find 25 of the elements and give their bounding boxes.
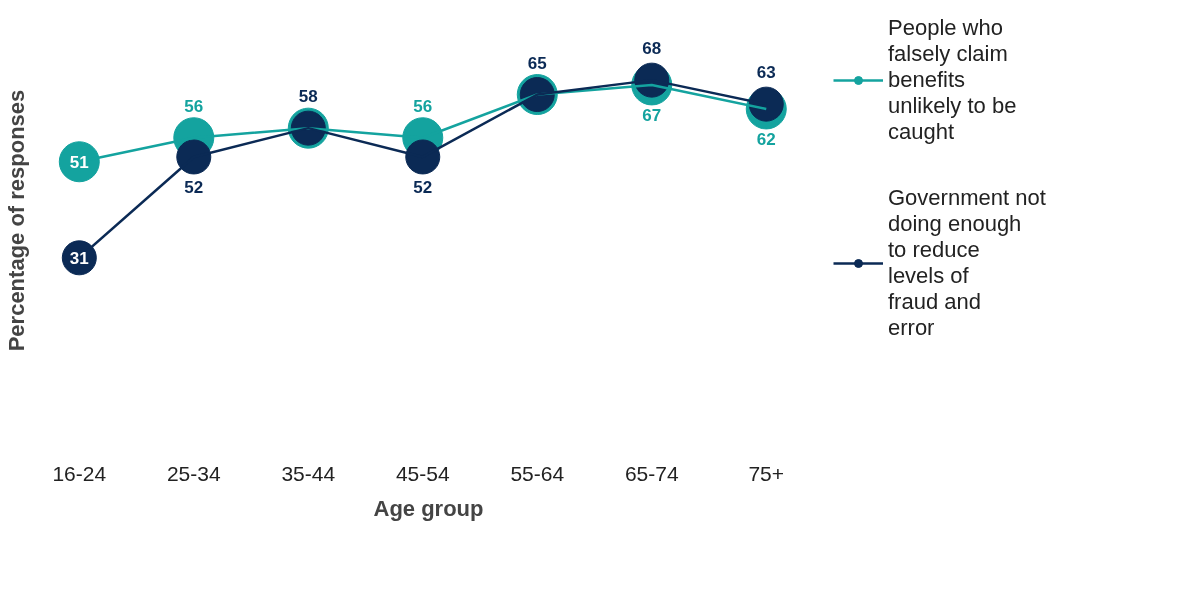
legend-label: People who falsely claim benefits unlikely to be caught [888, 15, 1017, 145]
data-label: 65 [527, 53, 547, 73]
x-tick-label: 25-34 [166, 461, 221, 485]
data-label: 68 [642, 39, 662, 59]
data-label: 51 [69, 152, 89, 172]
data-label: 67 [642, 105, 662, 125]
data-label: 56 [413, 96, 433, 116]
x-tick-label: 55-64 [510, 461, 565, 485]
x-tick-label: 75+ [748, 461, 785, 485]
x-axis-title: Age group [373, 495, 484, 521]
y-axis-title: Percentage of responses [3, 89, 29, 352]
x-tick-label: 45-54 [395, 461, 450, 485]
data-label: 58 [298, 87, 318, 107]
legend-label: Government not doing enough to reduce levels of fraud and error [888, 185, 1046, 341]
data-label: 62 [756, 129, 776, 149]
data-label: 31 [69, 248, 89, 268]
data-label: 52 [413, 177, 433, 197]
point [176, 139, 212, 175]
point [405, 139, 441, 175]
data-label: 56 [184, 96, 204, 116]
x-tick-label: 16-24 [52, 461, 107, 485]
x-tick-label: 35-44 [281, 461, 336, 485]
x-tick-label: 65-74 [624, 461, 679, 485]
data-label: 63 [756, 63, 776, 83]
data-label: 52 [184, 177, 204, 197]
